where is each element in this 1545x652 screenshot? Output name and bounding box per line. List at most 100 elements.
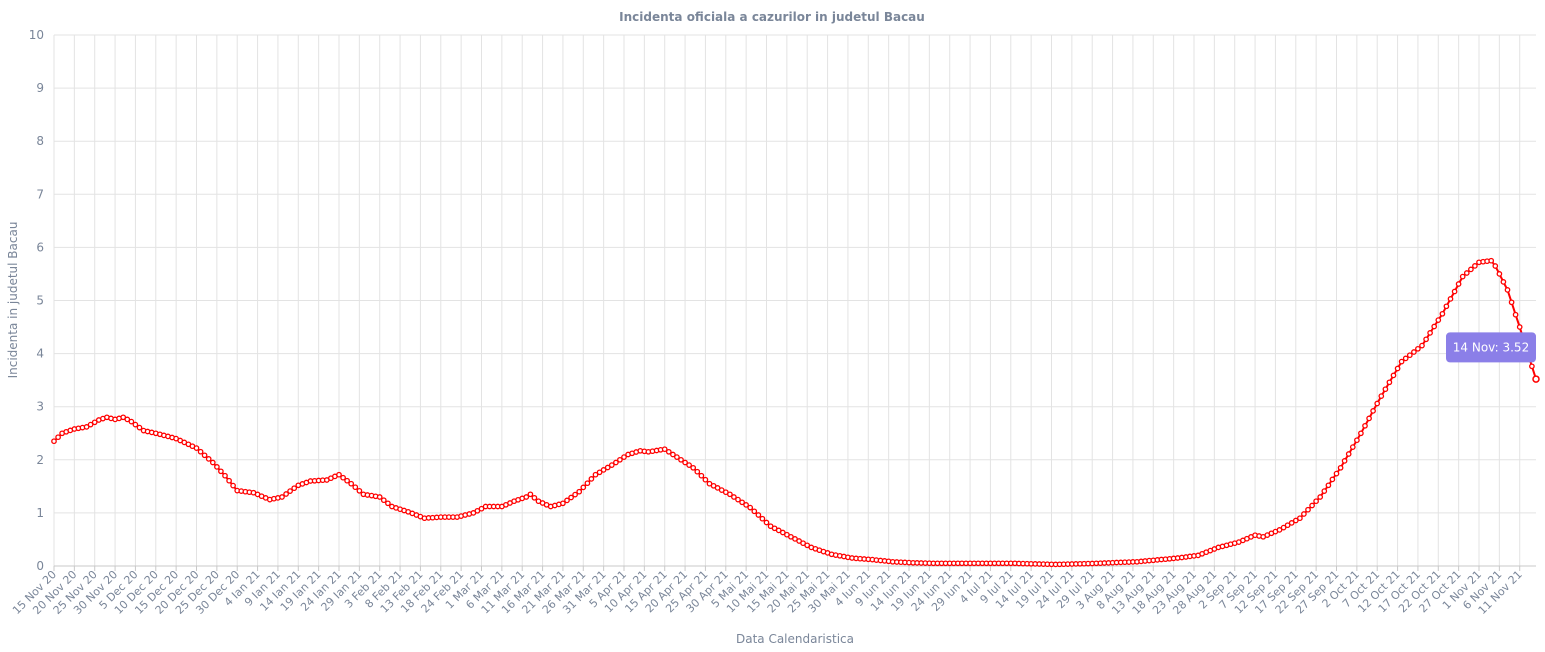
data-point bbox=[1504, 287, 1511, 293]
data-point bbox=[385, 500, 391, 507]
data-point bbox=[1345, 451, 1352, 457]
data-point bbox=[1463, 270, 1470, 276]
data-point bbox=[287, 488, 293, 494]
data-point bbox=[1378, 393, 1385, 399]
data-point bbox=[1370, 408, 1376, 414]
data-point bbox=[596, 469, 603, 476]
y-tick-label: 2 bbox=[36, 453, 44, 467]
data-point bbox=[755, 512, 762, 518]
data-point bbox=[356, 487, 363, 494]
x-axis-title: Data Calendaristica bbox=[736, 632, 854, 646]
y-tick-label: 8 bbox=[36, 134, 44, 148]
data-point bbox=[1406, 352, 1413, 359]
data-point bbox=[87, 421, 94, 428]
data-point bbox=[1337, 464, 1344, 471]
data-point bbox=[739, 499, 745, 506]
data-point bbox=[348, 480, 355, 487]
data-point bbox=[1419, 342, 1425, 349]
data-point bbox=[763, 519, 770, 526]
data-point bbox=[222, 472, 228, 479]
data-point bbox=[132, 421, 139, 428]
data-point bbox=[1366, 415, 1372, 422]
y-tick-label: 3 bbox=[36, 400, 44, 414]
data-point bbox=[1508, 299, 1515, 306]
data-point bbox=[1468, 266, 1474, 273]
data-point bbox=[1313, 498, 1319, 505]
data-point bbox=[747, 504, 754, 511]
data-point bbox=[751, 508, 758, 515]
data-point bbox=[560, 500, 566, 507]
data-point bbox=[1455, 281, 1462, 287]
data-point bbox=[588, 476, 595, 482]
data-point bbox=[600, 467, 607, 473]
data-point bbox=[1362, 422, 1368, 429]
y-tick-label: 5 bbox=[36, 294, 44, 308]
data-point bbox=[1305, 506, 1311, 513]
data-point bbox=[1394, 365, 1401, 372]
data-point bbox=[1317, 494, 1324, 500]
data-point bbox=[1276, 527, 1283, 533]
data-point bbox=[1496, 271, 1503, 277]
data-point bbox=[604, 464, 611, 471]
data-point bbox=[1402, 355, 1409, 362]
data-point bbox=[380, 497, 387, 504]
data-point bbox=[1280, 524, 1287, 531]
data-point bbox=[1341, 458, 1348, 464]
data-point bbox=[214, 464, 220, 470]
data-point bbox=[1435, 317, 1442, 323]
data-point bbox=[674, 454, 680, 460]
y-tick-label: 1 bbox=[36, 506, 44, 520]
data-point bbox=[201, 452, 208, 459]
data-point bbox=[682, 459, 688, 466]
data-point bbox=[779, 529, 786, 536]
data-point bbox=[1358, 430, 1364, 437]
data-point bbox=[694, 468, 701, 475]
data-point bbox=[592, 471, 599, 478]
data-point bbox=[621, 454, 627, 460]
y-tick-label: 10 bbox=[29, 28, 44, 42]
data-point bbox=[1297, 515, 1303, 522]
data-point bbox=[698, 472, 705, 479]
data-point bbox=[1492, 263, 1499, 269]
data-point bbox=[1423, 336, 1429, 343]
tooltip-box bbox=[1446, 332, 1536, 363]
data-point bbox=[727, 491, 733, 498]
data-point bbox=[1451, 288, 1458, 295]
data-point bbox=[1415, 345, 1421, 352]
data-point bbox=[230, 482, 236, 489]
data-point bbox=[193, 445, 200, 451]
data-point bbox=[580, 484, 587, 491]
data-point bbox=[55, 434, 61, 441]
tooltip-point bbox=[1532, 375, 1540, 383]
data-point bbox=[1398, 358, 1405, 365]
data-point bbox=[376, 494, 383, 500]
data-point bbox=[279, 494, 285, 500]
data-point bbox=[1488, 257, 1495, 264]
data-point bbox=[1382, 386, 1389, 393]
data-point bbox=[531, 494, 538, 501]
data-point bbox=[743, 502, 749, 508]
data-point bbox=[283, 491, 289, 497]
chart-title: Incidenta oficiala a cazurilor in judetu… bbox=[619, 10, 925, 24]
data-point bbox=[352, 484, 359, 491]
data-point bbox=[1374, 400, 1381, 407]
data-point bbox=[564, 497, 570, 504]
data-point bbox=[527, 491, 534, 498]
data-point bbox=[1512, 311, 1519, 318]
data-point bbox=[51, 438, 57, 445]
data-point bbox=[1431, 323, 1438, 330]
y-tick-label: 6 bbox=[36, 240, 44, 254]
data-point bbox=[1411, 349, 1417, 355]
data-point bbox=[702, 476, 709, 483]
data-point bbox=[731, 494, 737, 500]
data-point bbox=[1459, 273, 1466, 280]
data-point bbox=[690, 464, 697, 471]
series-line bbox=[53, 259, 1537, 566]
data-point bbox=[478, 505, 485, 512]
data-point bbox=[584, 480, 591, 487]
data-point bbox=[576, 488, 583, 495]
data-point bbox=[1288, 520, 1295, 526]
data-point bbox=[1500, 279, 1507, 285]
data-point bbox=[91, 419, 98, 426]
